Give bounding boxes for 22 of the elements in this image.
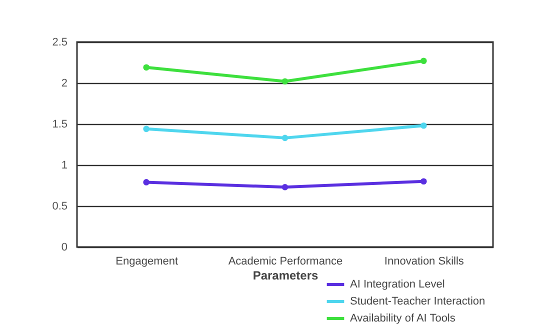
x-tick-label: Engagement [116, 256, 178, 268]
x-tick-label: Academic Performance [228, 256, 343, 268]
legend-label: AI Integration Level [350, 278, 445, 290]
y-tick-label: 2.5 [52, 36, 68, 48]
point [420, 178, 427, 185]
legend-label: Student-Teacher Interaction [350, 296, 486, 308]
x-axis-title: Parameters [252, 268, 319, 282]
point [282, 134, 288, 142]
y-tick-label: 1 [61, 160, 68, 172]
point [420, 122, 427, 129]
y-tick-label: 0 [61, 242, 68, 254]
point [282, 78, 288, 85]
point [282, 184, 288, 190]
point [143, 179, 150, 186]
y-tick-label: 0.5 [52, 200, 68, 212]
x-tick-label: Innovation Skills [384, 256, 464, 268]
point [143, 64, 150, 71]
y-tick-label: 2 [61, 78, 68, 90]
point [143, 126, 150, 132]
y-tick-label: 1.5 [52, 118, 68, 130]
point [420, 58, 427, 64]
legend-label: Availability of AI Tools [350, 312, 456, 324]
